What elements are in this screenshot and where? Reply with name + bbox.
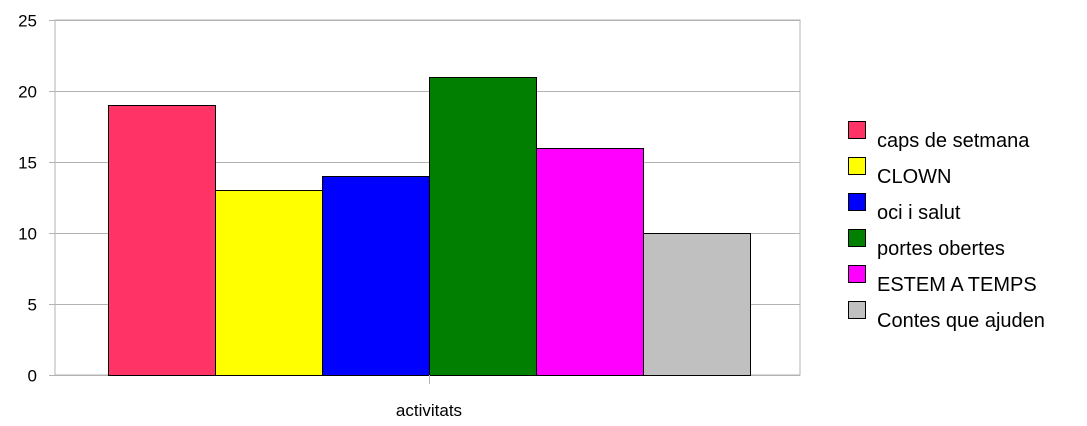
legend-label: caps de setmana <box>877 130 1030 152</box>
bar-oci-i-salut <box>322 176 430 376</box>
legend-swatch <box>848 265 866 283</box>
legend-swatch <box>848 193 866 211</box>
bar-caps-de-setmana <box>108 105 216 376</box>
y-tick-label: 5 <box>28 296 37 315</box>
bar-portes-obertes <box>429 77 537 376</box>
bar-estem-a-temps <box>536 148 644 376</box>
x-axis: activitats <box>396 375 462 420</box>
y-tick-label: 20 <box>18 83 37 102</box>
legend: caps de setmana CLOWN oci i salut portes ob… <box>848 121 1045 332</box>
y-tick-label: 0 <box>28 367 37 386</box>
y-tick-label: 15 <box>18 154 37 173</box>
bars <box>108 77 751 376</box>
y-tick-label: 10 <box>18 225 37 244</box>
y-tick-label: 25 <box>18 12 37 31</box>
legend-label: oci i salut <box>877 202 961 224</box>
bar-clown <box>215 190 323 376</box>
x-category-label: activitats <box>396 401 462 420</box>
legend-label: CLOWN <box>877 166 951 188</box>
legend-label: portes obertes <box>877 238 1005 260</box>
legend-swatch <box>848 157 866 175</box>
bar-contes-que-ajuden <box>643 233 751 376</box>
legend-label: Contes que ajuden <box>877 310 1045 332</box>
legend-label: ESTEM A TEMPS <box>877 274 1037 296</box>
legend-swatch <box>848 229 866 247</box>
legend-swatch <box>848 121 866 139</box>
y-axis: 0 5 10 15 20 25 <box>18 12 55 386</box>
legend-swatch <box>848 301 866 319</box>
